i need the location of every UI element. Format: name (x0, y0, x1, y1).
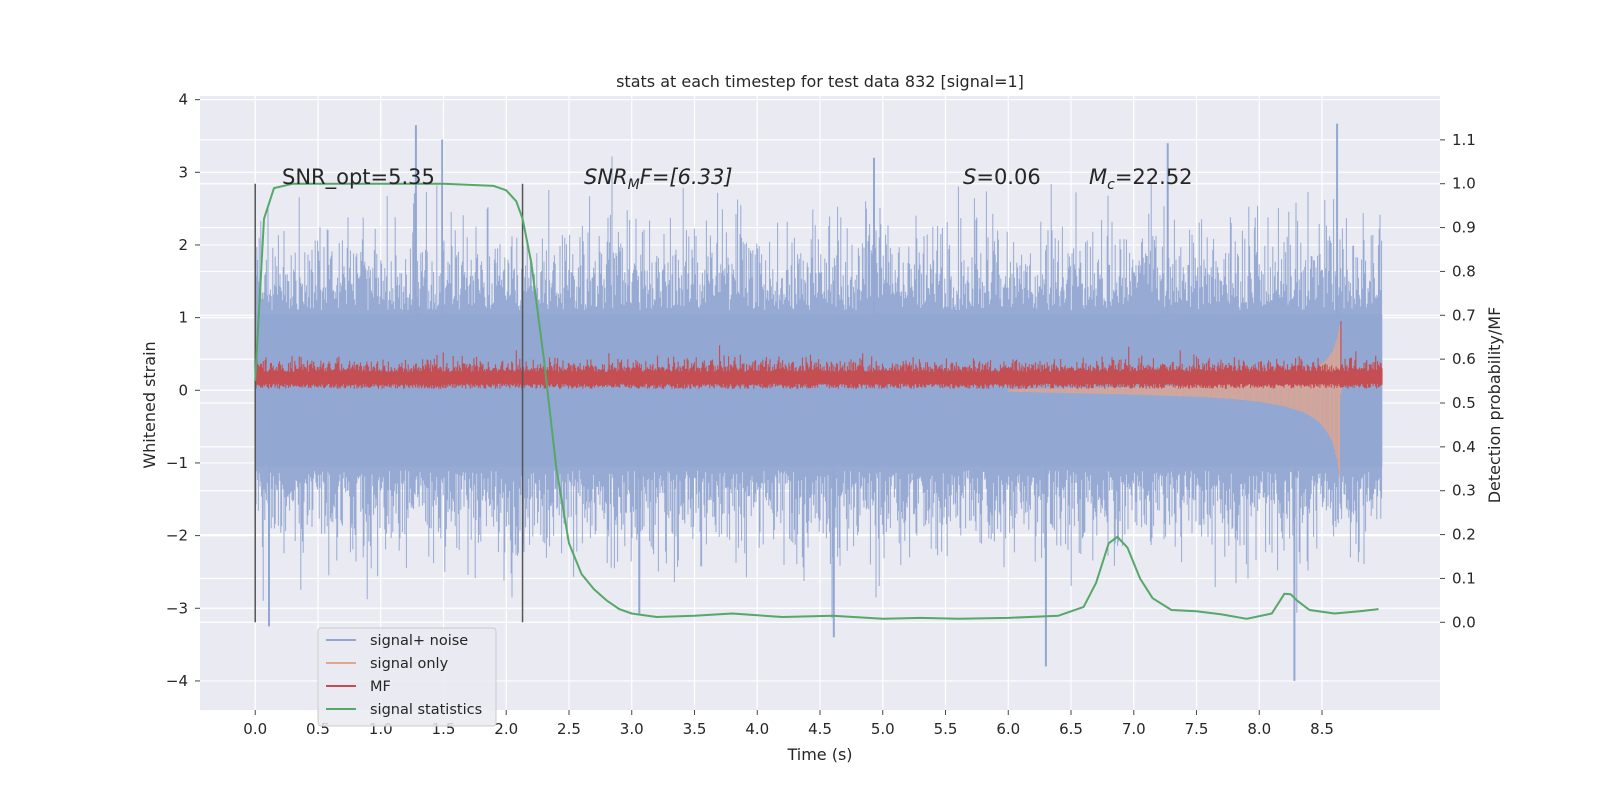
legend: signal+ noise signal only MF signal stat… (317, 627, 497, 727)
signal-statistics-line (254, 182, 1379, 620)
y-left-tick-label-1: 3 (178, 163, 188, 181)
annotation-s-label: S (963, 165, 976, 189)
vertical-markers (254, 183, 524, 623)
annotation-s-value: =0.06 (976, 165, 1040, 189)
y-left-tick-label-2: 2 (178, 236, 188, 254)
x-tick-label-16: 8.0 (1247, 720, 1271, 738)
y-right-axis-label: Detection probability/MF (1485, 307, 1504, 504)
y-left-tick-label-5: −1 (166, 454, 188, 472)
x-tick-label-17: 8.5 (1310, 720, 1334, 738)
y-right-tick-label-4: 0.7 (1452, 306, 1476, 324)
series-signal-only (1007, 324, 1342, 478)
y-right-tick-label-2: 0.9 (1452, 219, 1476, 237)
annotation-mc-label: M (1089, 165, 1107, 189)
x-tick-label-15: 7.5 (1185, 720, 1209, 738)
annotation-mc-sub: c (1107, 177, 1115, 193)
legend-label-signal-statistics: signal statistics (370, 702, 482, 718)
y-left-tick-label-7: −3 (166, 599, 188, 617)
x-tick-label-7: 3.5 (683, 720, 707, 738)
x-tick-label-9: 4.5 (808, 720, 832, 738)
x-tick-label-11: 5.5 (934, 720, 958, 738)
series-signal-statistics (254, 182, 1379, 620)
series-signal-plus-noise (254, 123, 1383, 681)
y-right-tick-label-8: 0.3 (1452, 482, 1476, 500)
y-left-tick-label-4: 0 (178, 381, 188, 399)
y-right-tick-label-7: 0.4 (1452, 438, 1476, 456)
annotation-mc-value: =22.52 (1115, 165, 1193, 189)
y-right-tick-label-0: 1.1 (1452, 131, 1476, 149)
annotation-snr-mf-main: SNR (584, 165, 628, 189)
legend-frame (317, 627, 497, 727)
x-tick-label-6: 3.0 (620, 720, 644, 738)
x-tick-label-13: 6.5 (1059, 720, 1083, 738)
x-tick-label-0: 0.0 (243, 720, 267, 738)
chart-title: stats at each timestep for test data 832… (616, 72, 1024, 91)
y-right-tick-label-5: 0.6 (1452, 350, 1476, 368)
y-right-tick-label-10: 0.1 (1452, 569, 1476, 587)
legend-label-signal-only: signal only (370, 656, 449, 672)
y-right-tick-label-6: 0.5 (1452, 394, 1476, 412)
y-left-tick-label-8: −4 (166, 672, 188, 690)
x-tick-label-12: 6.0 (996, 720, 1020, 738)
y-right-tick-label-9: 0.2 (1452, 526, 1476, 544)
y-left-tick-label-6: −2 (166, 527, 188, 545)
annotation-mc: Mc=22.52 (1089, 165, 1193, 193)
y-right-axis-ticks: 1.1 1.0 0.9 0.8 0.7 0.6 0.5 0.4 0.3 0.2 0.1 0.0 (1440, 131, 1476, 631)
annotation-snr-mf-rest: F=[6.33] (640, 165, 733, 189)
legend-label-mf: MF (370, 679, 391, 695)
signal-plus-noise-peaks (268, 123, 1339, 681)
annotation-snr-opt: SNR_opt=5.35 (282, 165, 435, 190)
y-right-tick-label-3: 0.8 (1452, 262, 1476, 280)
x-tick-label-10: 5.0 (871, 720, 895, 738)
x-tick-label-5: 2.5 (557, 720, 581, 738)
y-left-tick-label-3: 1 (178, 309, 188, 327)
signal-only-trace (1007, 324, 1342, 478)
x-axis-label: Time (s) (786, 745, 852, 764)
legend-label-signal-plus-noise: signal+ noise (370, 633, 468, 649)
annotation-s: S=0.06 (963, 165, 1041, 189)
x-tick-label-4: 2.0 (494, 720, 518, 738)
y-left-tick-label-0: 4 (178, 91, 188, 109)
y-right-tick-label-1: 1.0 (1452, 175, 1476, 193)
annotation-snr-mf-sub: M (628, 177, 640, 193)
y-left-axis-label: Whitened strain (140, 341, 159, 468)
x-tick-label-8: 4.0 (745, 720, 769, 738)
x-tick-label-14: 7.0 (1122, 720, 1146, 738)
annotation-snr-mf: SNRMF=[6.33] (584, 165, 733, 193)
y-left-axis-ticks: 4 3 2 1 0 −1 −2 −3 −4 (166, 91, 200, 690)
y-right-tick-label-11: 0.0 (1452, 613, 1476, 631)
